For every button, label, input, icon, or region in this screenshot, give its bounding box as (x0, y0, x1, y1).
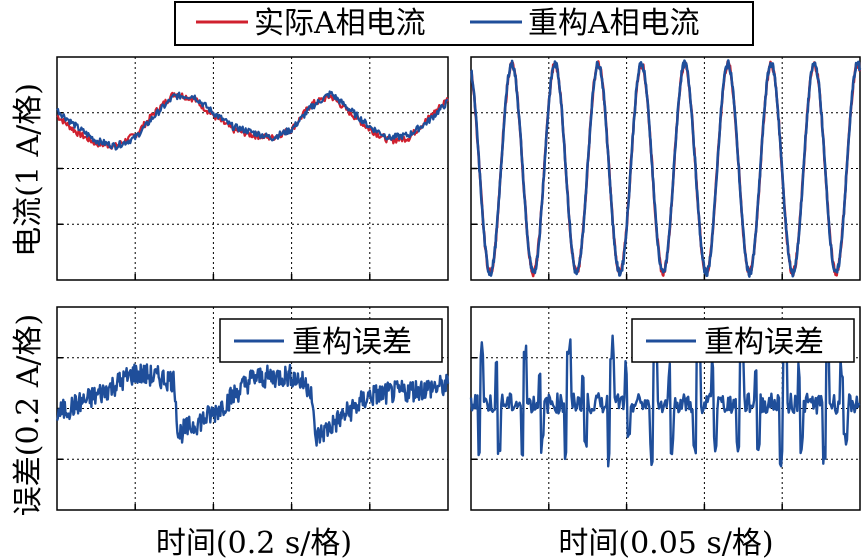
legend-label-actual: 实际A相电流 (254, 6, 426, 41)
series-line-error (469, 333, 861, 468)
xlabel-right: 时间(0.05 s/格) (558, 526, 773, 560)
ylabel-error: 误差(0.2 A/格) (11, 314, 46, 516)
series-line-reconstructed (56, 90, 449, 151)
panel-current-fast (470, 56, 862, 281)
ylabel-current: 电流(1 A/格) (11, 83, 46, 257)
bl-legend-label: 重构误差 (292, 325, 412, 360)
series-line-reconstructed (470, 59, 862, 278)
series-line-error (55, 363, 450, 447)
xlabel-left: 时间(0.2 s/格) (156, 526, 352, 560)
br-legend-label: 重构误差 (704, 325, 824, 360)
tr-frame (470, 56, 861, 281)
top-legend-box (174, 1, 754, 46)
legend-label-reconstructed: 重构A相电流 (528, 6, 700, 41)
top-legend: 实际A相电流 重构A相电流 (174, 1, 754, 46)
panel-error-fast: 重构误差 (469, 306, 861, 511)
panel-current-slow (56, 56, 450, 281)
panel-error-slow: 重构误差 (55, 306, 450, 511)
